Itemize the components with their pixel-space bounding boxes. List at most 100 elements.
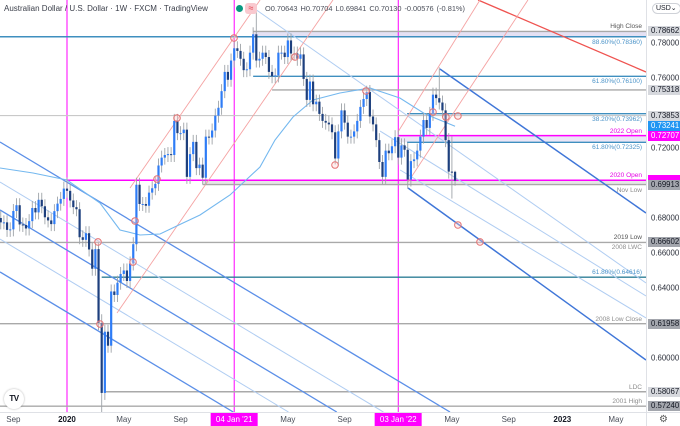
price-tag-0-73853: 0.73853 [648,110,680,121]
time-label-year: 2020 [58,415,76,424]
pivot-marker-icon [96,320,104,328]
candle-body [62,188,65,199]
trend-line [0,238,289,412]
time-label: Sep [6,415,21,424]
trend-line [439,68,646,214]
price-tick: 0.78000 [651,38,680,48]
candle-body [226,71,230,80]
high-value: 0.70704 [305,4,333,13]
candle-body [128,263,132,281]
time-label: May [280,415,296,424]
candle-body [201,164,204,178]
candle-body [147,192,151,206]
candle-body [204,136,207,178]
price-tick: 0.76000 [651,73,680,83]
low-label: L [335,4,340,13]
candle-body [353,131,356,137]
trend-line [0,209,338,412]
candle-body [229,60,233,80]
currency-label: USD [656,5,671,12]
candle-body [324,120,327,123]
level-label-2008-low-close: 2008 Low Close [595,315,642,323]
price-chart-canvas[interactable] [0,0,646,412]
candle-body [441,102,444,111]
candle-body [78,209,81,238]
candle-body [286,40,289,58]
candle-body [330,124,334,133]
level-label-2001-high: 2001 High [612,398,642,406]
price-tag-ldc: 0.58067 [648,386,680,397]
candle-body [368,92,371,117]
candle-body [375,124,378,141]
candle-body [394,137,397,147]
candle-body [182,129,185,134]
candle-body [381,162,384,177]
moving-average-line [0,87,456,236]
candle-body [185,129,188,177]
candle-body [428,113,431,128]
pivot-marker-icon [442,113,450,121]
pivot-marker-icon [129,258,137,266]
gear-icon[interactable]: ⚙ [659,414,668,425]
candle-body [69,190,72,201]
market-status-icon[interactable] [236,5,243,12]
candle-body [113,291,116,295]
candle-body [258,58,261,61]
time-axis[interactable]: Sep 2020 May Sep May Sep May Sep 2023 Ma… [0,412,646,426]
tradingview-logo-icon[interactable]: TV [4,389,24,409]
candle-body [116,282,119,295]
level-label-2008-lwc: 2008 LWC [611,244,642,252]
trend-line [0,181,384,412]
candle-body [444,110,447,141]
data-warning-icon[interactable]: ≈ [245,3,257,14]
pivot-marker-icon [454,221,462,229]
candle-body [245,69,248,71]
candle-body [132,244,135,264]
candle-body [34,208,37,213]
high-label: H [300,4,306,13]
candle-body [170,154,173,156]
candle-body [438,98,441,103]
chevron-down-icon: ⌄ [670,5,677,12]
candle-body [422,120,425,137]
symbol-title[interactable]: Australian Dollar / U.S. Dollar · 1W · F… [4,4,208,13]
candle-body [270,71,274,77]
candle-body [2,222,5,224]
level-label-nov-low: Nov Low [616,186,642,194]
trend-line [254,8,646,284]
level-label-high-close: High Close [610,23,642,31]
candle-body [267,57,271,72]
level-label-fib-61-8-lower: 61.80%(0.64616) [592,269,642,277]
candle-body [192,141,195,155]
candle-body [18,205,21,225]
trend-line [407,187,646,361]
chart-plot-area[interactable]: High Close 88.60%(0.78360) 61.80%(0.7610… [0,0,646,412]
price-tick: 0.72000 [651,143,680,153]
candle-body [223,71,226,92]
currency-dropdown[interactable]: USD⌄ [652,3,680,14]
candle-body [5,222,9,230]
level-band [253,31,646,37]
candle-body [166,154,170,156]
trend-line [116,0,334,314]
candle-body [154,183,157,189]
trend-line [397,0,481,133]
time-label-year: 2023 [553,415,572,424]
candle-body [371,116,375,125]
price-axis[interactable]: USD⌄ 0.78000 0.76000 0.72000 0.68000 0.6… [646,0,680,412]
change-percent: (-0.81%) [436,4,465,13]
trend-line [0,141,451,412]
candle-body [390,146,394,154]
candle-body [9,229,12,231]
candle-body [359,106,362,121]
candle-body [242,58,245,71]
candle-body [31,208,34,222]
candle-body [299,54,302,59]
level-label-2019-low: 2019 Low [613,234,642,242]
candle-body [151,188,154,193]
candle-body [211,130,214,138]
candle-body [277,52,280,76]
candle-body [81,237,84,240]
time-label: May [116,415,132,424]
price-tag-high-close: 0.78662 [648,26,680,37]
